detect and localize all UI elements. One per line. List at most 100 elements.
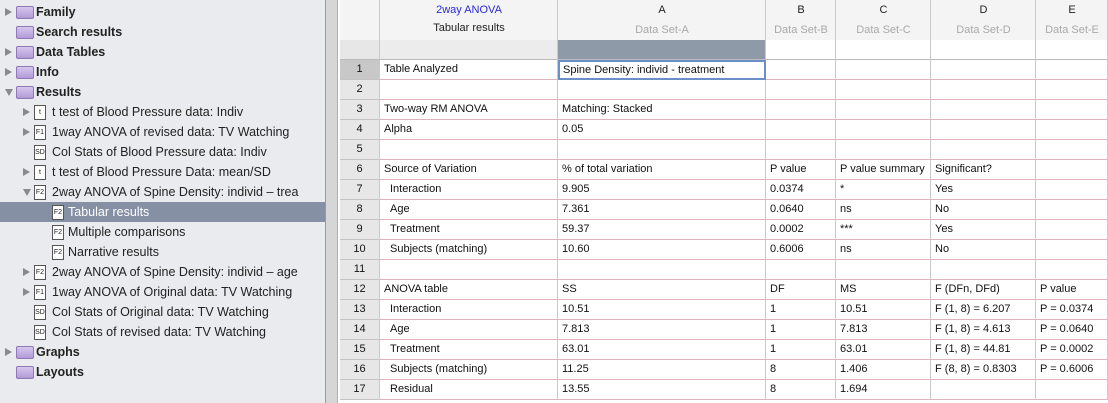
table-cell[interactable] [931, 80, 1036, 100]
table-cell[interactable]: P value summary [836, 160, 931, 180]
table-cell[interactable]: 1.406 [836, 360, 931, 380]
table-cell[interactable]: P = 0.6006 [1036, 360, 1108, 380]
table-cell[interactable]: P = 0.0640 [1036, 320, 1108, 340]
table-cell[interactable] [558, 260, 766, 280]
table-cell[interactable] [1036, 60, 1108, 80]
table-cell[interactable]: F (DFn, DFd) [931, 280, 1036, 300]
table-cell[interactable] [931, 140, 1036, 160]
table-cell[interactable]: P value [766, 160, 836, 180]
table-cell[interactable] [931, 60, 1036, 80]
nav-label[interactable]: Data Tables [36, 45, 106, 59]
table-cell[interactable]: Subjects (matching) [380, 240, 558, 260]
nav-row[interactable] [0, 242, 325, 262]
table-cell[interactable]: P = 0.0374 [1036, 300, 1108, 320]
table-cell[interactable] [766, 120, 836, 140]
disclosure-arrow[interactable] [5, 348, 12, 356]
table-cell[interactable]: Source of Variation [380, 160, 558, 180]
table-cell[interactable]: Residual [380, 380, 558, 400]
table-cell[interactable]: F (1, 8) = 4.613 [931, 320, 1036, 340]
table-cell[interactable] [931, 100, 1036, 120]
nav-label[interactable]: Layouts [36, 365, 84, 379]
disclosure-arrow[interactable] [23, 108, 30, 116]
table-cell[interactable] [380, 140, 558, 160]
table-cell[interactable] [766, 140, 836, 160]
table-cell[interactable]: MS [836, 280, 931, 300]
nav-label[interactable]: t test of Blood Pressure Data: mean/SD [52, 165, 271, 179]
table-cell[interactable] [1036, 240, 1108, 260]
table-cell[interactable] [380, 80, 558, 100]
table-cell[interactable]: Yes [931, 220, 1036, 240]
disclosure-arrow[interactable] [5, 68, 12, 76]
disclosure-arrow[interactable] [23, 168, 30, 176]
table-cell[interactable]: Subjects (matching) [380, 360, 558, 380]
table-cell[interactable] [931, 380, 1036, 400]
table-cell[interactable] [836, 100, 931, 120]
table-cell[interactable]: 0.05 [558, 120, 766, 140]
table-cell[interactable]: Matching: Stacked [558, 100, 766, 120]
table-cell[interactable]: 13.55 [558, 380, 766, 400]
nav-label[interactable]: Family [36, 5, 76, 19]
table-cell[interactable] [1036, 260, 1108, 280]
table-cell[interactable]: 63.01 [836, 340, 931, 360]
table-cell[interactable]: 1.694 [836, 380, 931, 400]
nav-label[interactable]: 1way ANOVA of revised data: TV Watching [52, 125, 290, 139]
table-cell[interactable] [1036, 380, 1108, 400]
table-cell[interactable]: DF [766, 280, 836, 300]
disclosure-arrow[interactable] [23, 189, 31, 196]
table-cell[interactable]: 10.51 [558, 300, 766, 320]
disclosure-arrow[interactable] [5, 48, 12, 56]
table-cell[interactable] [836, 60, 931, 80]
nav-label[interactable]: 2way ANOVA of Spine Density: individ – a… [52, 265, 298, 279]
table-cell[interactable]: * [836, 180, 931, 200]
nav-label[interactable]: Info [36, 65, 59, 79]
table-cell[interactable] [836, 140, 931, 160]
table-cell[interactable]: P = 0.0002 [1036, 340, 1108, 360]
table-cell[interactable]: 59.37 [558, 220, 766, 240]
table-cell[interactable]: Interaction [380, 180, 558, 200]
table-cell[interactable]: Significant? [931, 160, 1036, 180]
table-cell[interactable] [1036, 180, 1108, 200]
table-cell[interactable]: % of total variation [558, 160, 766, 180]
disclosure-arrow[interactable] [23, 128, 30, 136]
nav-label[interactable]: Tabular results [68, 205, 150, 219]
table-cell[interactable]: F (1, 8) = 6.207 [931, 300, 1036, 320]
table-cell[interactable]: Interaction [380, 300, 558, 320]
nav-label[interactable]: Narrative results [68, 245, 159, 259]
table-cell[interactable] [836, 260, 931, 280]
table-cell[interactable]: SS [558, 280, 766, 300]
table-cell[interactable]: Yes [931, 180, 1036, 200]
table-cell[interactable]: *** [836, 220, 931, 240]
table-cell[interactable]: F (8, 8) = 0.8303 [931, 360, 1036, 380]
table-cell[interactable] [1036, 100, 1108, 120]
table-cell[interactable]: 9.905 [558, 180, 766, 200]
table-cell[interactable]: 8 [766, 380, 836, 400]
column-header[interactable] [931, 0, 1036, 40]
nav-label[interactable]: 2way ANOVA of Spine Density: individ – t… [52, 185, 299, 199]
table-cell[interactable] [1036, 140, 1108, 160]
nav-label[interactable]: Graphs [36, 345, 80, 359]
table-cell[interactable] [766, 260, 836, 280]
table-cell[interactable] [931, 260, 1036, 280]
nav-label[interactable]: Search results [36, 25, 123, 39]
table-cell[interactable] [766, 60, 836, 80]
nav-label[interactable]: Col Stats of Blood Pressure data: Indiv [52, 145, 267, 159]
disclosure-arrow[interactable] [5, 89, 13, 96]
table-cell[interactable] [1036, 120, 1108, 140]
column-header[interactable] [766, 0, 836, 40]
table-cell[interactable]: 0.0640 [766, 200, 836, 220]
table-cell[interactable] [1036, 80, 1108, 100]
table-cell[interactable] [1036, 200, 1108, 220]
table-cell[interactable] [1036, 160, 1108, 180]
table-cell[interactable]: 1 [766, 320, 836, 340]
disclosure-arrow[interactable] [23, 268, 30, 276]
table-cell[interactable]: ANOVA table [380, 280, 558, 300]
table-cell[interactable] [558, 140, 766, 160]
table-cell[interactable]: 0.0374 [766, 180, 836, 200]
table-cell[interactable]: ns [836, 200, 931, 220]
table-cell[interactable]: Table Analyzed [380, 60, 558, 80]
table-cell[interactable] [1036, 220, 1108, 240]
table-cell[interactable]: Treatment [380, 340, 558, 360]
table-cell[interactable]: ns [836, 240, 931, 260]
table-cell[interactable]: 11.25 [558, 360, 766, 380]
table-cell[interactable]: 7.813 [836, 320, 931, 340]
